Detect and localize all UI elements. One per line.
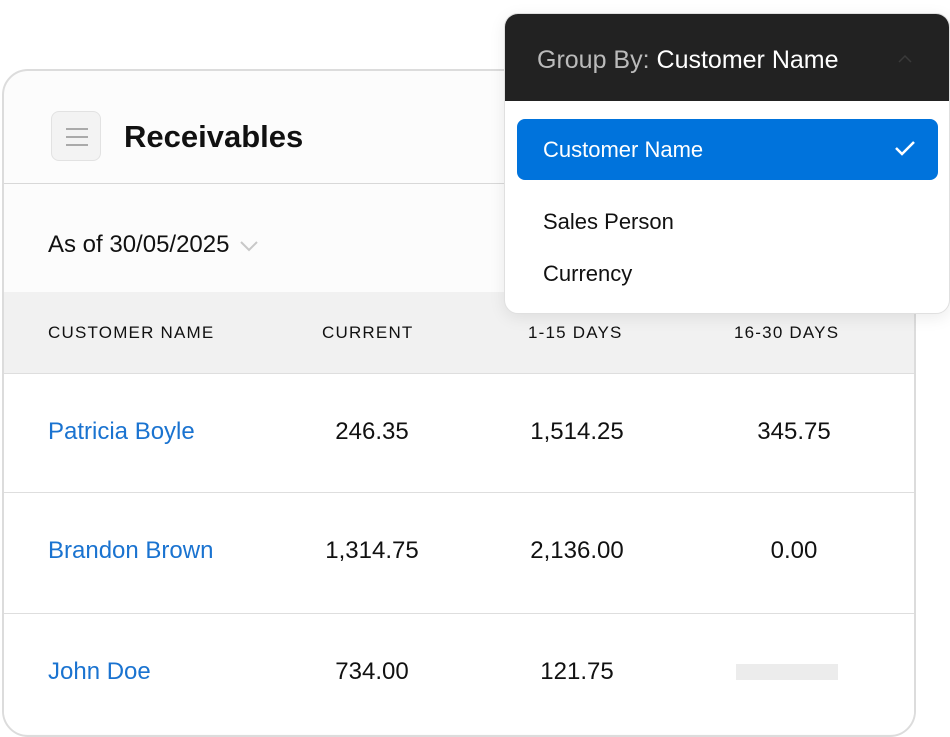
customer-link[interactable]: Patricia Boyle	[48, 418, 195, 445]
group-by-dropdown: Group By: Customer Name Customer Name Sa…	[504, 13, 950, 314]
days-1-15-value: 2,136.00	[530, 537, 624, 564]
option-currency[interactable]: Currency	[543, 261, 633, 286]
days-16-30-value: 0.00	[770, 537, 818, 564]
check-icon	[895, 141, 915, 156]
column-header: 16-30 DAYS	[734, 323, 840, 342]
days-16-30-value: 345.75	[757, 418, 831, 445]
column-header: 1-15 DAYS	[528, 323, 623, 342]
days-1-15-value: 121.75	[540, 658, 614, 685]
loading-placeholder	[736, 664, 838, 680]
customer-link[interactable]: John Doe	[48, 658, 151, 685]
menu-button[interactable]	[51, 111, 101, 161]
current-value: 246.35	[335, 418, 409, 445]
divider	[4, 183, 914, 184]
date-filter-dropdown[interactable]: As of 30/05/2025	[48, 231, 259, 259]
days-1-15-value: 1,514.25	[530, 418, 624, 445]
date-filter-label: As of 30/05/2025	[48, 231, 230, 258]
group-by-label: Group By:	[537, 46, 650, 74]
column-header: CUSTOMER NAME	[48, 323, 215, 342]
option-sales-person[interactable]: Sales Person	[543, 209, 674, 234]
page-title: Receivables	[124, 119, 304, 154]
table-header: CUSTOMER NAME CURRENT 1-15 DAYS 16-30 DA…	[4, 292, 914, 373]
table-row: Brandon Brown 1,314.75 2,136.00 0.00	[4, 492, 914, 613]
current-value: 1,314.75	[325, 537, 419, 564]
group-by-value: Customer Name	[656, 46, 839, 74]
table-row: Patricia Boyle 246.35 1,514.25 345.75	[4, 373, 914, 494]
group-by-toggle[interactable]: Group By: Customer Name	[505, 14, 949, 101]
table-row: John Doe 734.00 121.75	[4, 613, 914, 734]
customer-link[interactable]: Brandon Brown	[48, 537, 214, 564]
column-header: CURRENT	[322, 323, 414, 342]
current-value: 734.00	[335, 658, 409, 685]
hamburger-menu-icon	[66, 128, 88, 130]
chevron-down-icon	[240, 241, 259, 252]
chevron-up-icon	[898, 54, 912, 63]
option-customer-name[interactable]: Customer Name	[517, 119, 938, 180]
